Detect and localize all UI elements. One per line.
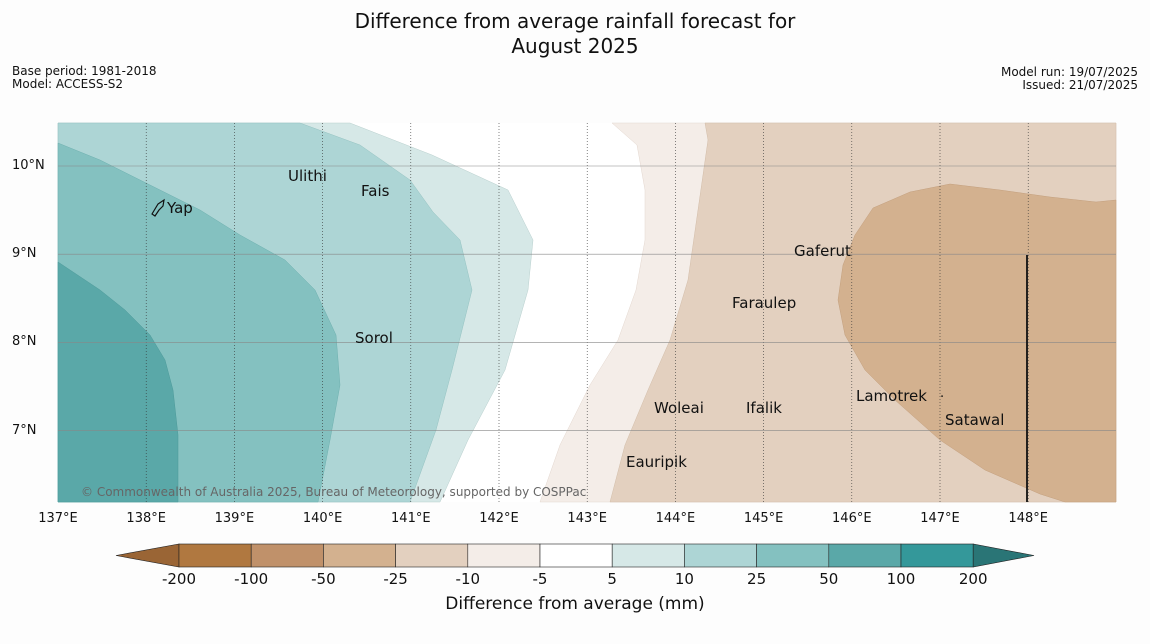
colorbar-segment — [611, 543, 685, 568]
title-line-1: Difference from average rainfall forecas… — [354, 9, 796, 33]
y-tick-label: 8°N — [12, 334, 37, 350]
colorbar — [115, 543, 1035, 568]
model-name: Model: ACCESS-S2 — [12, 77, 124, 91]
copyright-notice: © Commonwealth of Australia 2025, Bureau… — [81, 485, 587, 499]
colorbar-tick-label: 50 — [819, 570, 839, 588]
x-tick-label: 143°E — [567, 511, 607, 526]
y-tick-label: 10°N — [12, 158, 45, 173]
island-marker: · — [940, 390, 945, 405]
colorbar-tick-label: 100 — [886, 570, 916, 588]
colorbar-title: Difference from average (mm) — [445, 594, 705, 614]
x-tick-label: 139°E — [214, 511, 255, 526]
place-label: Fais — [361, 182, 390, 200]
grid-lines — [58, 123, 1116, 502]
issued-date: Issued: 21/07/2025 — [1022, 78, 1138, 92]
base-period: Base period: 1981-2018 — [12, 64, 157, 78]
colorbar-segment — [323, 543, 396, 568]
meta-right: Model run: 19/07/2025 Issued: 21/07/2025 — [1001, 66, 1138, 92]
x-tick-label: 141°E — [391, 511, 431, 526]
place-label: Sorol — [355, 329, 393, 347]
colorbar-tick-label: -200 — [161, 570, 197, 588]
colorbar-segment — [178, 543, 252, 568]
colorbar-left-arrow — [115, 543, 180, 568]
x-tick-label: 145°E — [743, 511, 784, 526]
place-label: Ifalik — [746, 399, 782, 417]
colorbar-tick-label: 10 — [674, 570, 694, 588]
x-tick-label: 140°E — [302, 511, 343, 526]
place-label: Woleai — [654, 399, 704, 417]
place-label: Faraulep — [732, 294, 797, 312]
colorbar-segment — [756, 543, 830, 568]
x-tick-label: 138°E — [126, 511, 166, 526]
x-tick-label: 146°E — [832, 511, 872, 526]
colorbar-segment — [684, 543, 757, 568]
place-label: Yap — [167, 199, 193, 217]
colorbar-segment — [539, 543, 613, 568]
zone-50-100 — [57, 261, 179, 503]
x-tick-label: 137°E — [38, 511, 78, 526]
y-tick-label: 7°N — [12, 422, 37, 438]
meta-left: Base period: 1981-2018 Model: ACCESS-S2 — [12, 65, 157, 91]
place-label: Gaferut — [794, 242, 851, 260]
colorbar-tick-label: -50 — [311, 570, 336, 588]
colorbar-tick-label: -10 — [455, 570, 481, 588]
place-label: Ulithi — [288, 167, 327, 185]
colorbar-segment — [395, 543, 469, 568]
colorbar-segment — [828, 543, 902, 568]
colorbar-segment — [250, 543, 324, 568]
place-label: Eauripik — [626, 453, 687, 471]
title-line-2: August 2025 — [511, 34, 639, 58]
colorbar-tick-label: 200 — [958, 570, 988, 588]
x-tick-label: 144°E — [655, 511, 696, 526]
y-tick-label: 9°N — [12, 246, 37, 262]
colorbar-tick-label: -5 — [532, 570, 548, 588]
colorbar-segment — [467, 543, 541, 568]
x-tick-label: 142°E — [479, 511, 519, 526]
x-tick-label: 148°E — [1008, 511, 1048, 526]
colorbar-tick-label: 25 — [747, 570, 767, 588]
colorbar-tick-label: -100 — [234, 570, 269, 588]
zone-minus25-minus50 — [837, 183, 1117, 503]
model-run: Model run: 19/07/2025 — [1000, 65, 1138, 79]
place-label: Lamotrek — [856, 387, 927, 405]
yap-island-outline — [151, 198, 165, 217]
colorbar-right-arrow — [972, 543, 1035, 568]
colorbar-tick-label: -25 — [383, 570, 408, 588]
colorbar-segment — [900, 543, 974, 568]
place-label: Satawal — [945, 411, 1005, 429]
map-title: Difference from average rainfall forecas… — [0, 9, 1150, 59]
colorbar-tick-label: 5 — [607, 570, 617, 588]
x-tick-label: 147°E — [920, 511, 960, 526]
